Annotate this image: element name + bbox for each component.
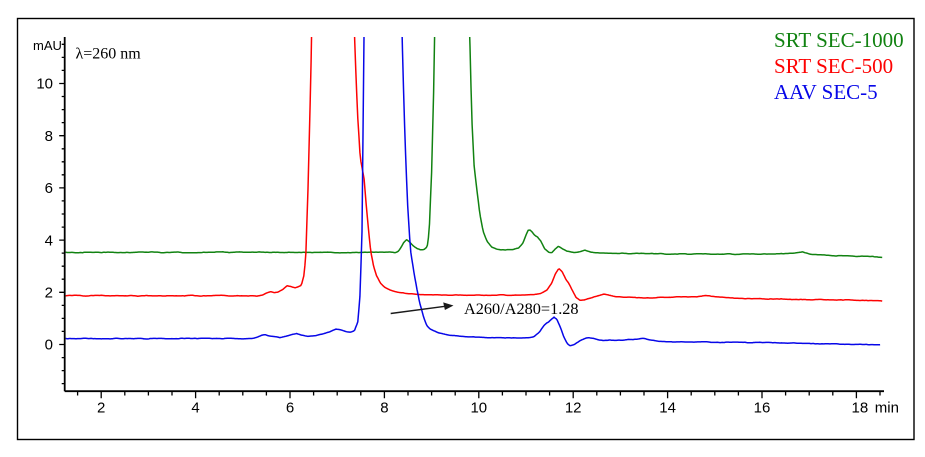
svg-text:14: 14 [659,400,676,417]
svg-text:4: 4 [191,400,199,417]
svg-text:SRT SEC-500: SRT SEC-500 [774,54,893,78]
svg-text:8: 8 [45,128,53,145]
svg-text:AAV SEC-5: AAV SEC-5 [774,80,878,104]
svg-text:6: 6 [286,400,294,417]
svg-text:10: 10 [470,400,487,417]
svg-text:10: 10 [36,76,53,93]
svg-text:6: 6 [45,180,53,197]
svg-text:A260/A280=1.28: A260/A280=1.28 [464,299,579,318]
svg-text:2: 2 [97,400,105,417]
svg-text:0: 0 [45,337,53,354]
svg-text:2: 2 [45,285,53,302]
svg-text:16: 16 [754,400,771,417]
svg-text:18: 18 [852,400,869,417]
svg-text:8: 8 [380,400,388,417]
svg-text:12: 12 [565,400,582,417]
svg-text:λ=260 nm: λ=260 nm [76,46,142,63]
svg-text:4: 4 [45,232,53,249]
svg-text:mAU: mAU [33,38,62,53]
svg-text:min: min [875,400,899,417]
svg-text:SRT SEC-1000: SRT SEC-1000 [774,28,904,52]
